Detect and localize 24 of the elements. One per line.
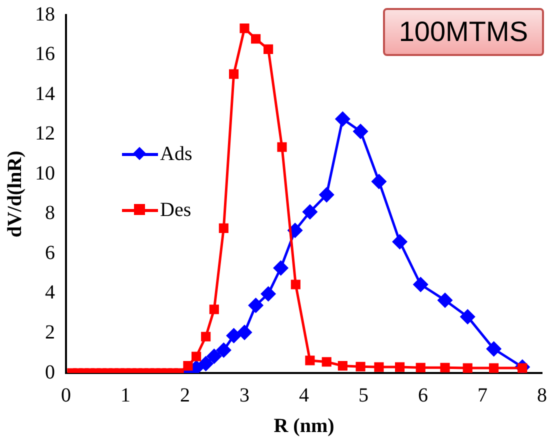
y-tick-label: 2 [45, 321, 55, 344]
x-tick-label: 8 [537, 384, 547, 406]
x-tick-label: 5 [358, 384, 368, 406]
x-tick-label: 3 [240, 384, 250, 406]
annotation: 100MTMS [382, 8, 544, 56]
x-tick-label: 1 [120, 384, 130, 406]
x-axis-title: R (nm) [274, 415, 334, 438]
x-tick-label: 6 [418, 384, 428, 406]
y-tick-label: 8 [45, 202, 55, 224]
y-tick-label: 10 [35, 162, 55, 184]
legend-label: Des [160, 198, 192, 222]
y-axis-title: dV/d(lnR) [4, 150, 26, 238]
y-tick-label: 12 [35, 122, 55, 145]
y-tick-label: 4 [45, 282, 55, 304]
y-tick-label: 14 [35, 82, 55, 105]
y-tick-label: 18 [35, 3, 55, 26]
y-tick-label: 0 [45, 361, 55, 384]
x-tick-label: 2 [180, 384, 190, 406]
legend-label: Ads [160, 142, 192, 166]
x-tick-label: 0 [61, 384, 71, 406]
y-tick-label: 6 [45, 242, 55, 264]
x-tick-label: 7 [478, 384, 488, 406]
x-tick-label: 4 [299, 384, 309, 406]
y-tick-label: 16 [35, 43, 55, 66]
